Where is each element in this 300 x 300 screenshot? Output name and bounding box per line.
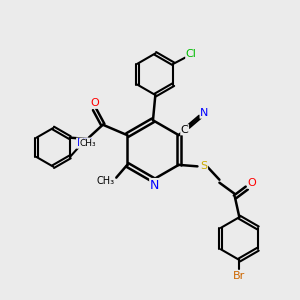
Text: N: N [200,108,208,118]
Text: NH: NH [77,138,93,148]
Text: O: O [248,178,256,188]
Text: O: O [91,98,100,108]
Text: C: C [181,125,188,135]
Text: N: N [150,178,159,192]
Text: CH₃: CH₃ [97,176,115,186]
Text: Cl: Cl [186,49,196,59]
Text: CH₃: CH₃ [80,139,96,148]
Text: S: S [200,161,208,171]
Text: Br: Br [233,271,245,281]
